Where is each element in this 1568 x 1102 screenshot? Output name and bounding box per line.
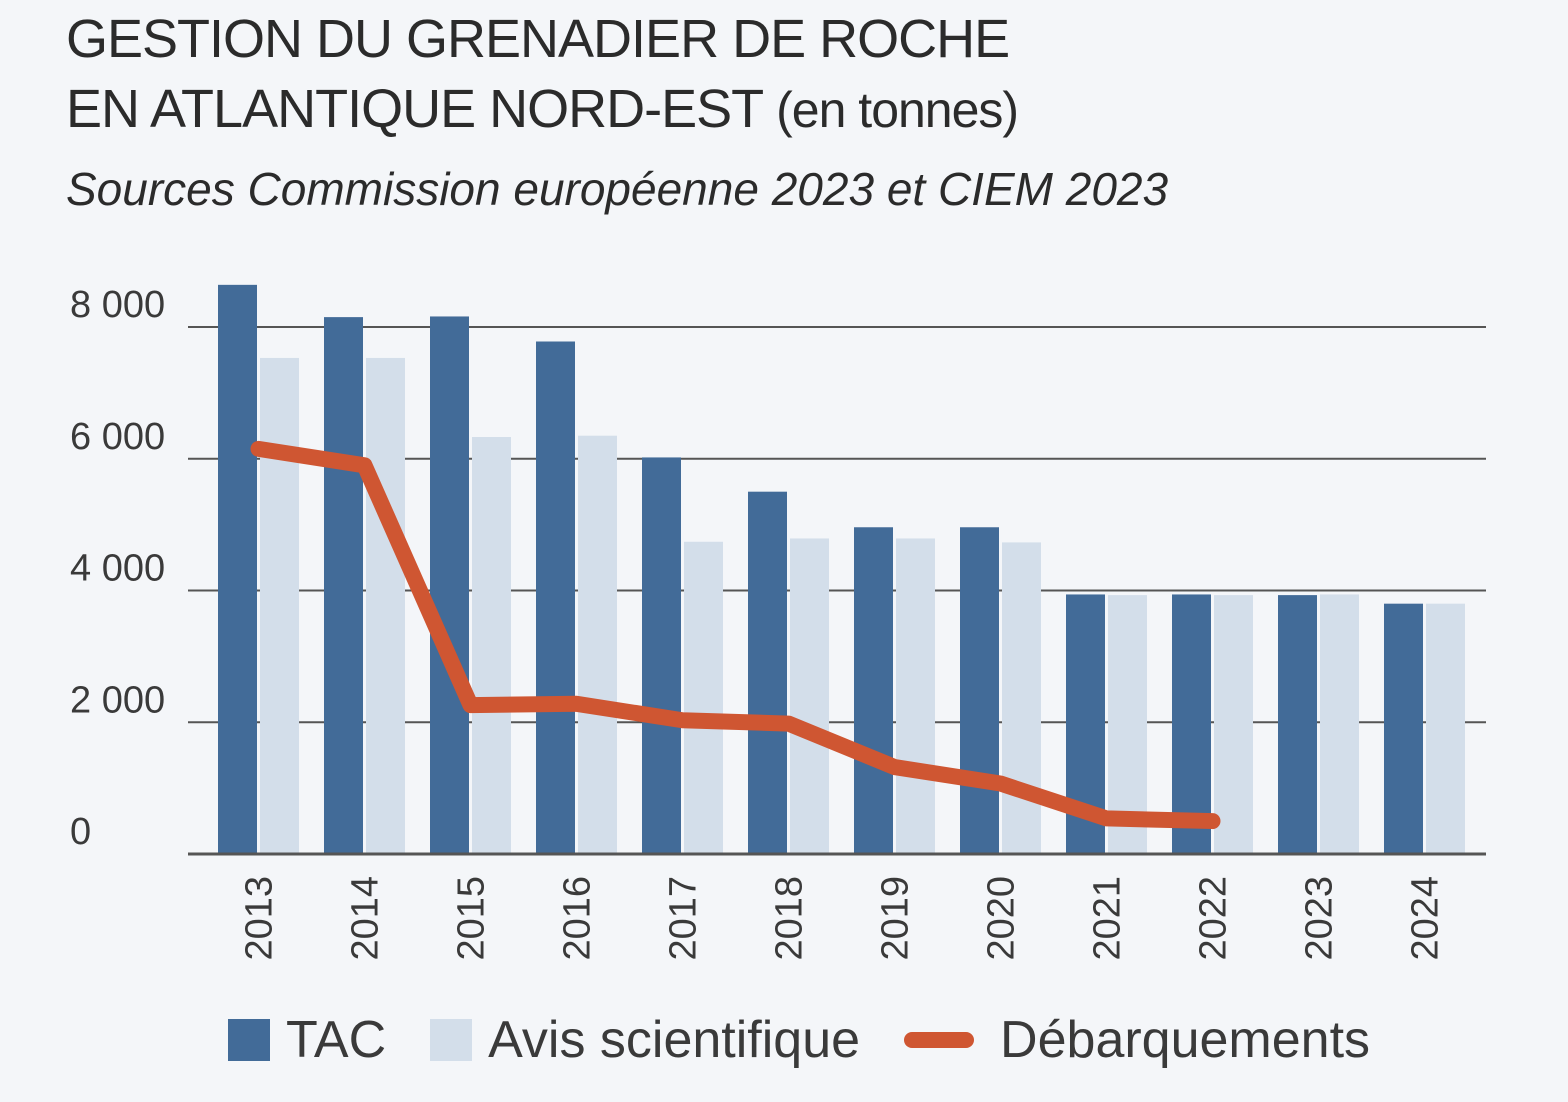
bar-avis xyxy=(1214,595,1253,854)
bar-avis xyxy=(790,538,829,854)
y-axis-ticks: 0 2 000 4 000 6 000 8 000 xyxy=(70,284,165,853)
bar-avis xyxy=(1002,542,1041,854)
x-tick-label: 2015 xyxy=(451,876,493,961)
x-tick-label: 2024 xyxy=(1405,876,1447,961)
chart-title-region: EN ATLANTIQUE NORD-EST xyxy=(66,79,763,139)
bar-tac xyxy=(960,527,999,854)
x-tick-label: 2013 xyxy=(239,876,281,961)
legend-swatch-debarquements xyxy=(904,1032,975,1048)
bar-avis xyxy=(896,538,935,854)
chart-title: GESTION DU GRENADIER DE ROCHE EN ATLANTI… xyxy=(66,4,1019,145)
x-tick-label: 2017 xyxy=(663,876,705,961)
x-axis-ticks: 2013 2014 2015 2016 2017 2018 2019 2020 2021 2022… xyxy=(239,876,1447,961)
bar-avis xyxy=(578,435,617,854)
bar-tac xyxy=(854,527,893,854)
x-tick-label: 2021 xyxy=(1087,876,1129,961)
bar-tac xyxy=(748,491,787,854)
legend-item-debarquements: Débarquements xyxy=(904,1010,1370,1070)
legend-label-tac: TAC xyxy=(286,1011,387,1069)
bar-tac xyxy=(536,341,575,854)
line-debarquements xyxy=(250,440,1221,830)
bar-tac xyxy=(642,457,681,854)
y-tick-label: 8 000 xyxy=(70,284,165,326)
bar-avis xyxy=(684,541,723,854)
legend-swatch-tac xyxy=(228,1019,270,1061)
x-tick-label: 2023 xyxy=(1299,876,1341,961)
x-tick-label: 2014 xyxy=(345,876,387,961)
legend: TAC Avis scientifique Débarquements xyxy=(228,1010,1414,1070)
bar-avis xyxy=(366,357,405,854)
chart-title-unit: (en tonnes) xyxy=(776,82,1019,138)
bar-tac xyxy=(1172,594,1211,854)
chart-title-line1: GESTION DU GRENADIER DE ROCHE xyxy=(66,9,1010,69)
y-tick-label: 2 000 xyxy=(70,679,165,721)
x-tick-label: 2016 xyxy=(557,876,599,961)
bar-tac xyxy=(1278,595,1317,854)
legend-item-avis: Avis scientifique xyxy=(430,1010,860,1070)
x-tick-label: 2019 xyxy=(875,876,917,961)
bar-tac xyxy=(1384,603,1423,854)
bar-avis xyxy=(472,437,511,854)
y-tick-label: 6 000 xyxy=(70,416,165,458)
legend-label-debarquements: Débarquements xyxy=(1000,1011,1371,1069)
bar-tac xyxy=(218,284,257,855)
bar-tac xyxy=(430,316,469,855)
landings-line xyxy=(250,440,1221,830)
legend-item-tac: TAC xyxy=(228,1010,386,1070)
chart-subtitle: Sources Commission européenne 2023 et CI… xyxy=(66,163,1169,215)
x-tick-label: 2020 xyxy=(981,876,1023,961)
y-tick-label: 0 xyxy=(70,811,91,853)
bar-avis xyxy=(1426,603,1465,854)
bars xyxy=(218,284,1465,855)
y-tick-label: 4 000 xyxy=(70,548,165,590)
x-tick-label: 2022 xyxy=(1193,876,1235,961)
x-tick-label: 2018 xyxy=(769,876,811,961)
legend-label-avis: Avis scientifique xyxy=(488,1011,861,1069)
chart-title-line2: EN ATLANTIQUE NORD-EST (en tonnes) xyxy=(66,74,1019,145)
bar-avis xyxy=(1320,594,1359,854)
bar-tac xyxy=(324,317,363,854)
legend-swatch-avis xyxy=(430,1019,473,1061)
bar-avis xyxy=(260,357,299,854)
